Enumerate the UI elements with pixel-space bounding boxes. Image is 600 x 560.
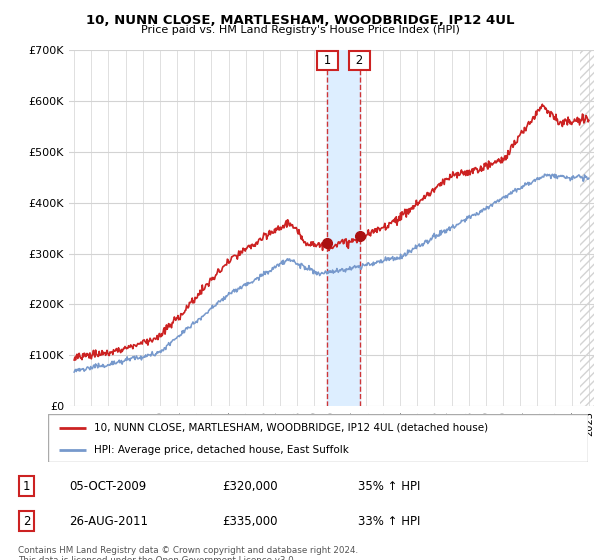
Bar (580, 50, 600, 406)
Bar (328, 50, 360, 406)
Text: 10, NUNN CLOSE, MARTLESHAM, WOODBRIDGE, IP12 4UL (detached house): 10, NUNN CLOSE, MARTLESHAM, WOODBRIDGE, … (94, 423, 488, 433)
Text: 10, NUNN CLOSE, MARTLESHAM, WOODBRIDGE, IP12 4UL: 10, NUNN CLOSE, MARTLESHAM, WOODBRIDGE, … (86, 14, 514, 27)
Text: 1: 1 (23, 480, 30, 493)
Text: 2: 2 (23, 515, 30, 528)
Text: Price paid vs. HM Land Registry's House Price Index (HPI): Price paid vs. HM Land Registry's House … (140, 25, 460, 35)
Text: 26-AUG-2011: 26-AUG-2011 (70, 515, 149, 528)
Text: 2: 2 (352, 54, 367, 67)
Text: HPI: Average price, detached house, East Suffolk: HPI: Average price, detached house, East… (94, 445, 349, 455)
Text: Contains HM Land Registry data © Crown copyright and database right 2024.
This d: Contains HM Land Registry data © Crown c… (18, 546, 358, 560)
FancyBboxPatch shape (48, 414, 588, 462)
Bar (580, 50, 600, 406)
Text: 05-OCT-2009: 05-OCT-2009 (70, 480, 147, 493)
Text: 33% ↑ HPI: 33% ↑ HPI (358, 515, 420, 528)
Text: 35% ↑ HPI: 35% ↑ HPI (358, 480, 420, 493)
Text: £335,000: £335,000 (222, 515, 278, 528)
Text: £320,000: £320,000 (222, 480, 278, 493)
Text: 1: 1 (320, 54, 335, 67)
